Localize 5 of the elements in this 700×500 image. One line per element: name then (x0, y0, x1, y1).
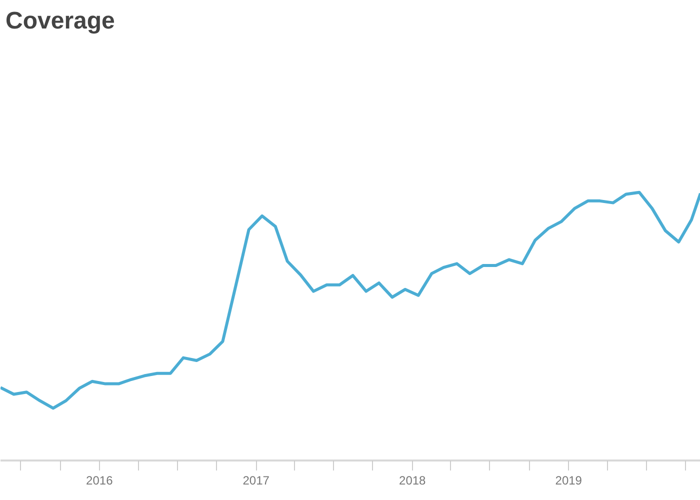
x-tick-label: 2018 (399, 474, 426, 488)
x-tick-label: 2017 (242, 474, 270, 488)
x-tick-label: 2016 (86, 474, 114, 488)
x-tick-label: 2019 (555, 474, 582, 488)
chart-title: Coverage (6, 8, 115, 34)
